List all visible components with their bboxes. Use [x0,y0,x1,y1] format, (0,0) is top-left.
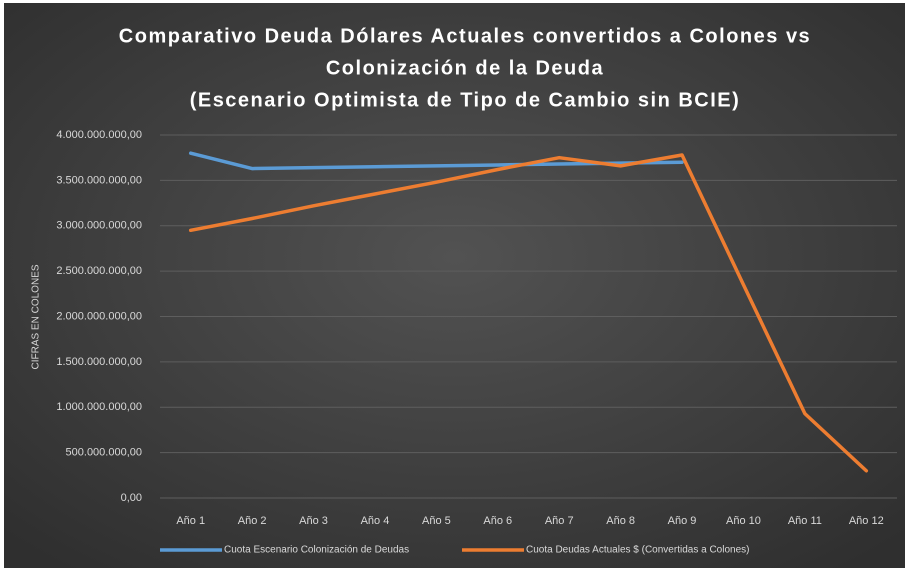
x-tick-label: Año 1 [176,515,205,527]
chart-title: Colonización de la Deuda [326,57,604,79]
y-tick-label: 2.500.000.000,00 [56,265,142,277]
x-tick-label: Año 8 [606,515,635,527]
y-tick-label: 3.000.000.000,00 [56,220,142,232]
y-tick-label: 2.000.000.000,00 [56,310,142,322]
chart-title: Comparativo Deuda Dólares Actuales conve… [119,25,811,47]
y-tick-label: 0,00 [121,492,142,504]
legend-label: Cuota Deudas Actuales $ (Convertidas a C… [526,545,749,556]
y-tick-label: 1.500.000.000,00 [56,356,142,368]
y-tick-label: 500.000.000,00 [66,447,142,459]
x-tick-label: Año 4 [361,515,390,527]
x-tick-label: Año 3 [299,515,328,527]
x-tick-label: Año 7 [545,515,574,527]
x-tick-label: Año 2 [238,515,267,527]
y-tick-label: 1.000.000.000,00 [56,401,142,413]
line-series [188,153,869,473]
x-tick-label: Año 6 [483,515,512,527]
x-tick-label: Año 11 [788,515,822,527]
legend-label: Cuota Escenario Colonización de Deudas [224,545,409,556]
x-tick-label: Año 10 [726,515,761,527]
x-tick-label: Año 9 [668,515,697,527]
chart-background [4,3,905,568]
y-axis-label: CIFRAS EN COLONES [31,264,42,369]
y-tick-label: 4.000.000.000,00 [56,129,142,141]
y-tick-label: 3.500.000.000,00 [56,174,142,186]
x-tick-label: Año 5 [422,515,451,527]
chart-title: (Escenario Optimista de Tipo de Cambio s… [190,89,741,111]
x-tick-label: Año 12 [849,515,884,527]
